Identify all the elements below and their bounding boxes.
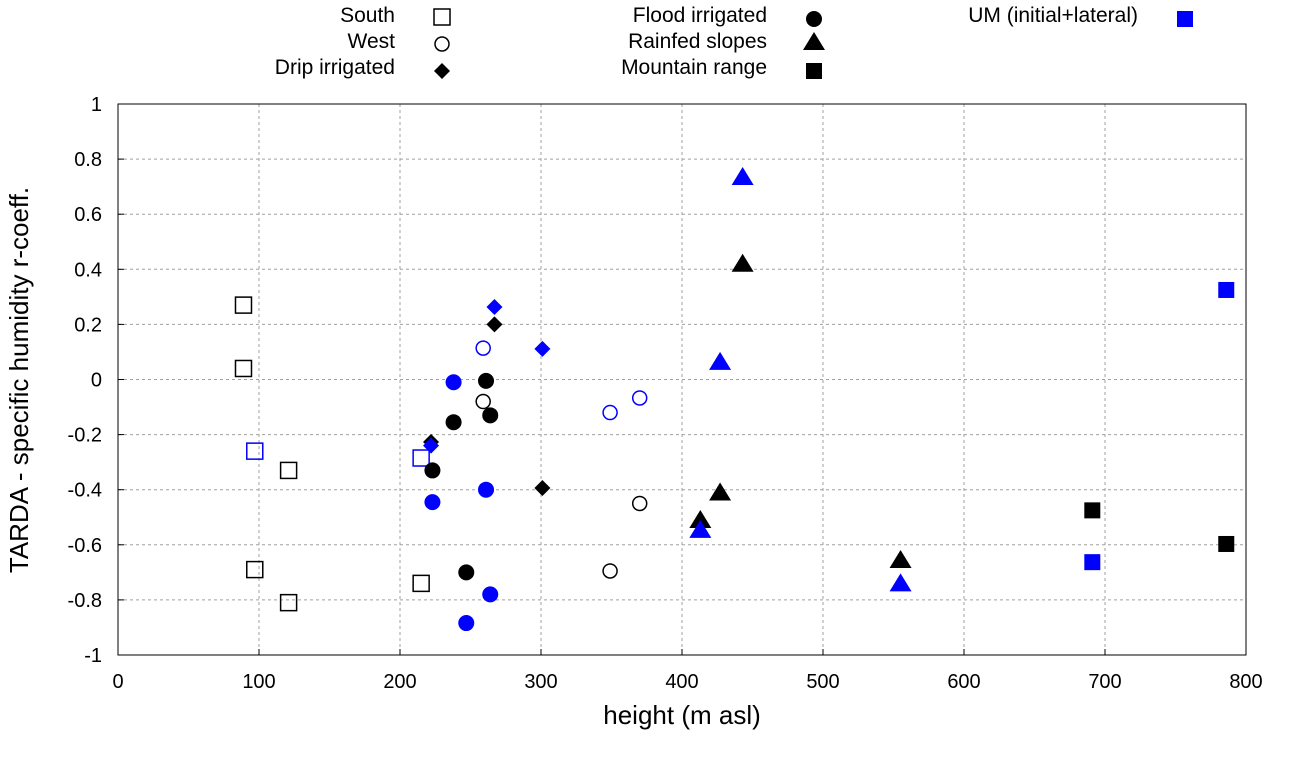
- data-point: [279, 593, 298, 612]
- plot-frame: [117, 103, 1247, 656]
- legend-marker-icon: [806, 11, 822, 27]
- data-point: [689, 519, 712, 538]
- legend-marker-icon: [434, 63, 450, 79]
- data-point: [246, 560, 264, 579]
- x-tick-label: 700: [1088, 671, 1121, 693]
- data-points: [234, 167, 1235, 632]
- y-axis-label: TARDA - specific humidity r-coeff.: [4, 187, 34, 573]
- data-point: [534, 340, 551, 357]
- data-point: [424, 494, 441, 511]
- data-point: [458, 564, 475, 581]
- data-point: [1084, 554, 1101, 571]
- legend-marker-icon: [434, 36, 450, 52]
- x-tick-label: 400: [665, 671, 698, 693]
- y-tick-label: -0.2: [68, 425, 102, 447]
- y-tick-label: -1: [84, 645, 102, 667]
- x-tick-label: 200: [383, 671, 416, 693]
- y-tick-label: -0.4: [68, 480, 102, 502]
- data-point: [246, 442, 264, 460]
- x-tick-label: 100: [242, 671, 275, 693]
- x-tick-label: 600: [947, 671, 980, 693]
- legend-label: West: [348, 30, 396, 53]
- data-point: [482, 586, 499, 603]
- y-tick-label: 0.4: [74, 259, 102, 281]
- data-point: [1218, 535, 1235, 552]
- x-tick-label: 800: [1229, 671, 1262, 693]
- x-axis-label: height (m asl): [603, 700, 761, 730]
- data-point: [889, 573, 912, 592]
- data-point: [412, 574, 430, 593]
- data-point: [602, 404, 618, 421]
- grid: [117, 103, 1247, 656]
- data-point: [709, 351, 732, 370]
- data-point: [458, 615, 475, 632]
- data-point: [709, 482, 732, 501]
- y-tick-label: 0: [91, 370, 102, 392]
- data-point: [445, 374, 462, 391]
- data-point: [1084, 502, 1101, 519]
- legend: South West Drip irrigated Flood irrigated Ra…: [275, 4, 1193, 79]
- y-tick-label: 1: [91, 94, 102, 116]
- legend-label: UM (initial+lateral): [968, 4, 1138, 27]
- data-point: [423, 437, 440, 454]
- data-point: [602, 563, 618, 579]
- data-point: [445, 414, 462, 431]
- y-tick-label: -0.8: [68, 590, 102, 612]
- data-point: [234, 296, 253, 314]
- data-point: [1218, 281, 1235, 298]
- y-tick-label: -0.6: [68, 535, 102, 557]
- data-point: [478, 481, 495, 498]
- data-point: [631, 495, 648, 512]
- x-tick-label: 0: [112, 671, 123, 693]
- data-point: [279, 461, 298, 480]
- data-point: [889, 549, 912, 568]
- data-point: [478, 372, 495, 389]
- legend-marker-icon: [803, 32, 825, 50]
- legend-marker-icon: [433, 8, 451, 26]
- data-point: [475, 340, 491, 356]
- x-tick-label: 500: [806, 671, 839, 693]
- legend-label: South: [340, 4, 395, 27]
- y-tick-label: 0.8: [74, 149, 102, 171]
- x-tick-label: 300: [524, 671, 557, 693]
- legend-marker-icon: [1177, 11, 1193, 27]
- data-point: [731, 253, 754, 272]
- data-point: [482, 407, 499, 424]
- data-point: [234, 359, 253, 378]
- data-point: [475, 393, 491, 410]
- data-point: [731, 167, 754, 186]
- legend-marker-icon: [806, 63, 822, 79]
- tick-labels: 0 100 200 300 400 500 600 700 80010.80.60.40.20-…: [68, 94, 1263, 693]
- legend-label: Mountain range: [621, 56, 767, 79]
- y-tick-label: 0.2: [74, 314, 102, 336]
- legend-label: Rainfed slopes: [628, 30, 767, 53]
- data-point: [631, 390, 648, 406]
- data-point: [486, 299, 503, 316]
- legend-label: Flood irrigated: [633, 4, 767, 27]
- legend-label: Drip irrigated: [275, 56, 395, 79]
- data-point: [424, 462, 441, 479]
- y-tick-label: 0.6: [74, 204, 102, 226]
- data-point: [486, 316, 503, 333]
- data-point: [412, 449, 430, 467]
- data-point: [689, 510, 712, 529]
- data-point: [534, 480, 551, 497]
